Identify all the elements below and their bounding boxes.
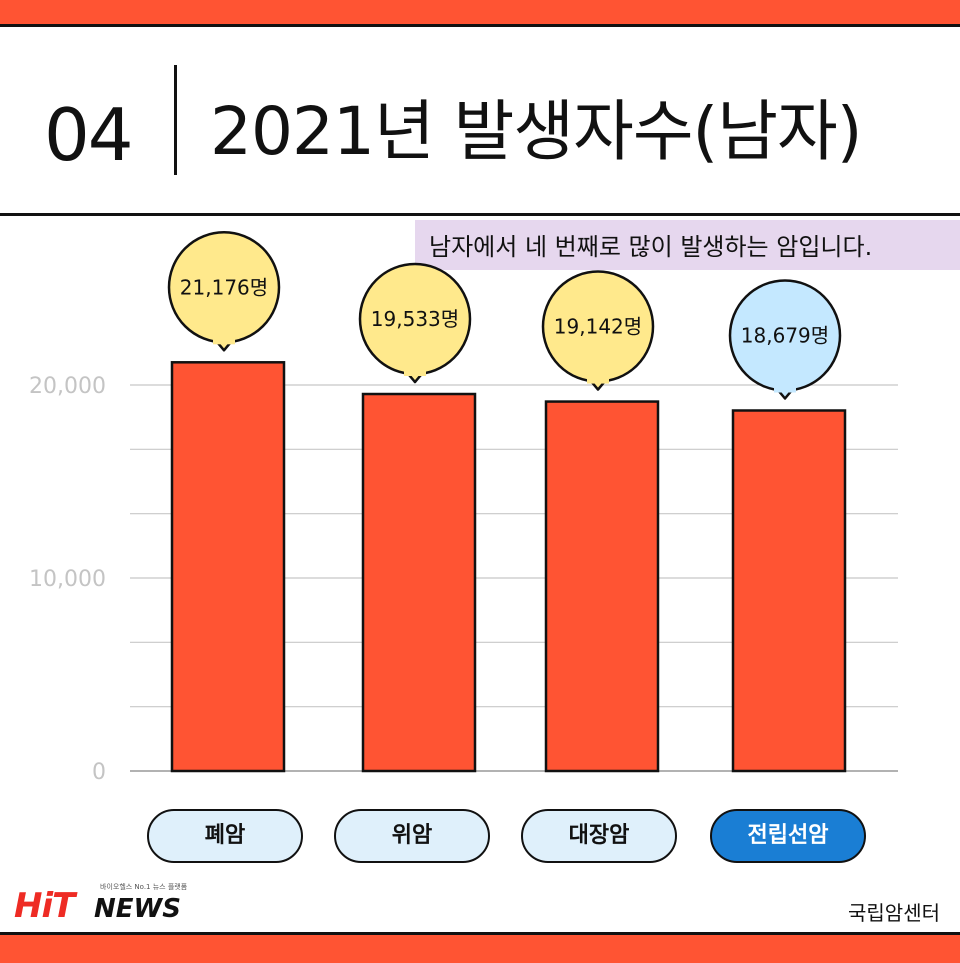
note-banner: 남자에서 네 번째로 많이 발생하는 암입니다. [415, 220, 960, 270]
logo-news: NEWS [94, 894, 181, 924]
header-divider [174, 65, 177, 175]
source-label: 국립암센터 [848, 901, 940, 925]
callout-joint-0 [213, 334, 235, 345]
bar-2 [544, 400, 660, 773]
y-tick-label-0: 0 [92, 760, 106, 785]
bar-chart: 0 10,000 20,000 21,176명 19,533명 19,142명 18,679… [29, 231, 898, 785]
bar-0 [170, 361, 286, 773]
data-label-1: 19,533명 [371, 307, 459, 331]
category-pill-2: 대장암 [521, 809, 677, 863]
data-label-2: 19,142명 [554, 315, 642, 339]
top-accent-band [0, 0, 960, 27]
callout-joint-3 [774, 382, 796, 393]
hitnews-logo: 바이오헬스 No.1 뉴스 플랫폼 HiT NEWS [14, 882, 194, 926]
section-number: 04 [44, 93, 134, 177]
callout-joint-2 [587, 373, 609, 384]
data-label-0: 21,176명 [180, 275, 268, 299]
y-tick-label-2: 20,000 [29, 374, 106, 399]
category-pill-0: 폐암 [147, 809, 303, 863]
y-tick-label-1: 10,000 [29, 567, 106, 592]
logo-hit: HiT [14, 886, 75, 926]
category-pill-1: 위암 [334, 809, 490, 863]
bar-3 [731, 409, 847, 773]
bar-1 [361, 392, 477, 773]
header: 04 2021년 발생자수(남자) [0, 27, 960, 216]
logo-tagline: 바이오헬스 No.1 뉴스 플랫폼 [100, 883, 188, 891]
data-label-3: 18,679명 [741, 323, 829, 347]
callout-joint-1 [404, 366, 426, 377]
category-pill-3-highlight: 전립선암 [710, 809, 866, 863]
page-title: 2021년 발생자수(남자) [210, 93, 862, 170]
bottom-accent-band [0, 932, 960, 963]
